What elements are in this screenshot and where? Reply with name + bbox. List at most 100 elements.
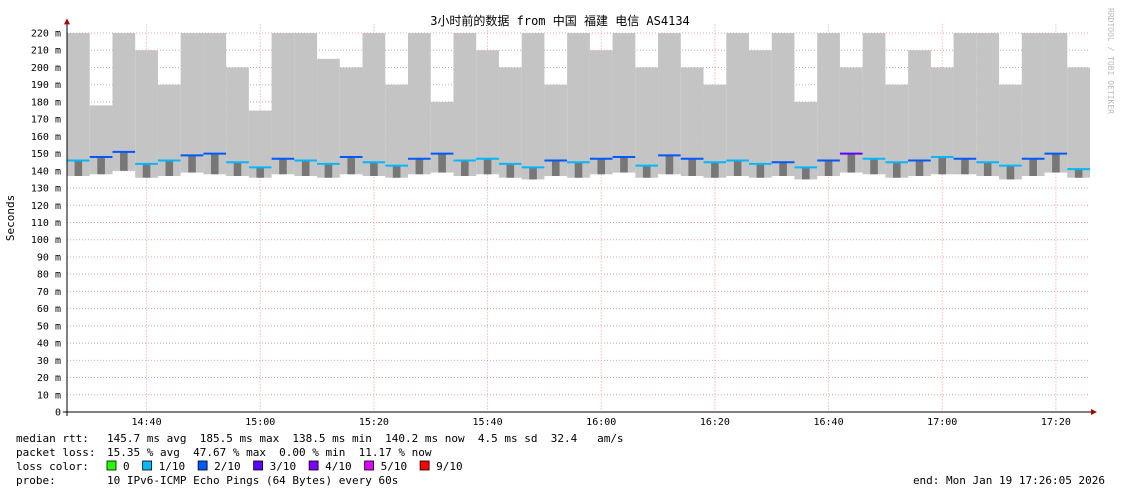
smoke-core [210,153,219,175]
smoke-core [74,160,83,176]
smoke-core [847,153,856,173]
smoke-core [506,163,515,178]
smoke-range [1021,33,1045,176]
smoke-core [347,157,355,175]
y-tick-label: 180 m [31,97,61,108]
y-tick-label: 110 m [31,218,61,229]
x-tick-label: 15:40 [473,417,503,428]
y-tick-label: 190 m [31,80,61,91]
legend-label: 1/10 [159,460,186,473]
smoke-core [915,160,924,176]
smoke-core [597,158,606,175]
smoke-core [551,160,560,176]
legend-swatch [253,460,264,471]
smoke-range [862,33,886,175]
smoke-core [665,155,674,175]
y-tick-label: 30 m [37,356,61,367]
y-tick-label: 40 m [37,339,61,350]
y-tick-label: 100 m [31,235,61,246]
smoke-range [226,67,249,176]
legend-label: 4/10 [325,460,352,473]
smoke-core [165,160,174,176]
y-tick-label: 220 m [31,29,61,40]
y-tick-label: 0 [55,408,61,419]
smoke-range [67,33,90,176]
y-tick-label: 120 m [31,201,61,212]
smoke-range [476,50,499,175]
smoke-core [1006,165,1015,180]
smoke-core [97,157,105,175]
smoke-core [620,157,628,173]
smoke-range [180,33,204,173]
smoke-range [930,67,954,175]
smoke-range [430,101,454,173]
y-tick-label: 80 m [37,270,61,281]
smoke-range [999,84,1022,180]
smoke-range [726,33,749,176]
smoke-range [317,58,340,178]
smoke-core [233,162,242,176]
smoke-core [938,157,947,175]
y-axis-arrow [64,18,70,25]
y-tick-label: 160 m [31,132,61,143]
y-tick-label: 140 m [31,166,61,177]
smoke-range [885,84,909,178]
smoke-range [794,101,818,180]
smoke-range [362,33,386,176]
y-tick-label: 170 m [31,115,61,126]
smoke-core [142,163,151,178]
y-tick-label: 90 m [37,252,61,263]
smoke-range [453,33,477,176]
smoke-core [711,162,719,178]
x-tick-label: 17:00 [927,417,957,428]
smoke-core [983,162,992,176]
smoke-core [370,162,378,176]
smoke-range [749,50,772,178]
smoke-range [521,33,545,180]
stat-label: median rtt: [16,432,89,445]
smoke-range [544,84,568,176]
legend-label: 3/10 [270,460,297,473]
smoke-range [157,84,181,176]
smoke-core [415,158,424,175]
y-tick-label: 200 m [31,63,61,74]
chart-title: 3小时前的数据 from 中国 福建 电信 AS4134 [430,13,690,28]
smoke-range [771,33,795,176]
smoke-range [658,33,681,175]
smoke-core [642,165,651,178]
smoke-core [256,167,265,178]
smoke-core [688,158,696,176]
smoke-core [188,155,196,173]
smoke-range [248,110,272,178]
smoke-range [703,84,727,178]
smoke-range [953,33,977,175]
stat-text: 15.35 % avg 47.67 % max 0.00 % min 11.17… [107,446,432,459]
smoke-range [203,33,227,175]
legend-swatch [308,460,319,471]
smoke-range [612,33,636,173]
x-tick-label: 15:00 [245,417,275,428]
smoke-core [392,165,401,178]
smoke-core [120,151,128,171]
smoke-range [408,33,431,175]
stat-label: packet loss: [16,446,95,459]
smoke-core [279,158,287,175]
x-tick-label: 17:20 [1041,417,1071,428]
smoke-core [438,153,446,173]
x-tick-label: 16:00 [586,417,616,428]
smoke-range [1044,33,1068,173]
smoke-core [483,158,492,175]
legend-swatch [106,460,117,471]
smoke-range [567,33,590,178]
smoke-core [1074,169,1083,178]
legend-swatch [419,460,430,471]
smoke-core [1052,153,1060,173]
smoke-range [908,50,931,176]
smoke-range [1067,67,1090,178]
legend-label: 2/10 [214,460,241,473]
y-tick-label: 10 m [37,390,61,401]
watermark: RRDTOOL / TOBI OETIKER [1106,8,1115,114]
stat-text: 145.7 ms avg 185.5 ms max 138.5 ms min 1… [107,432,624,445]
smoke-range [589,50,613,175]
